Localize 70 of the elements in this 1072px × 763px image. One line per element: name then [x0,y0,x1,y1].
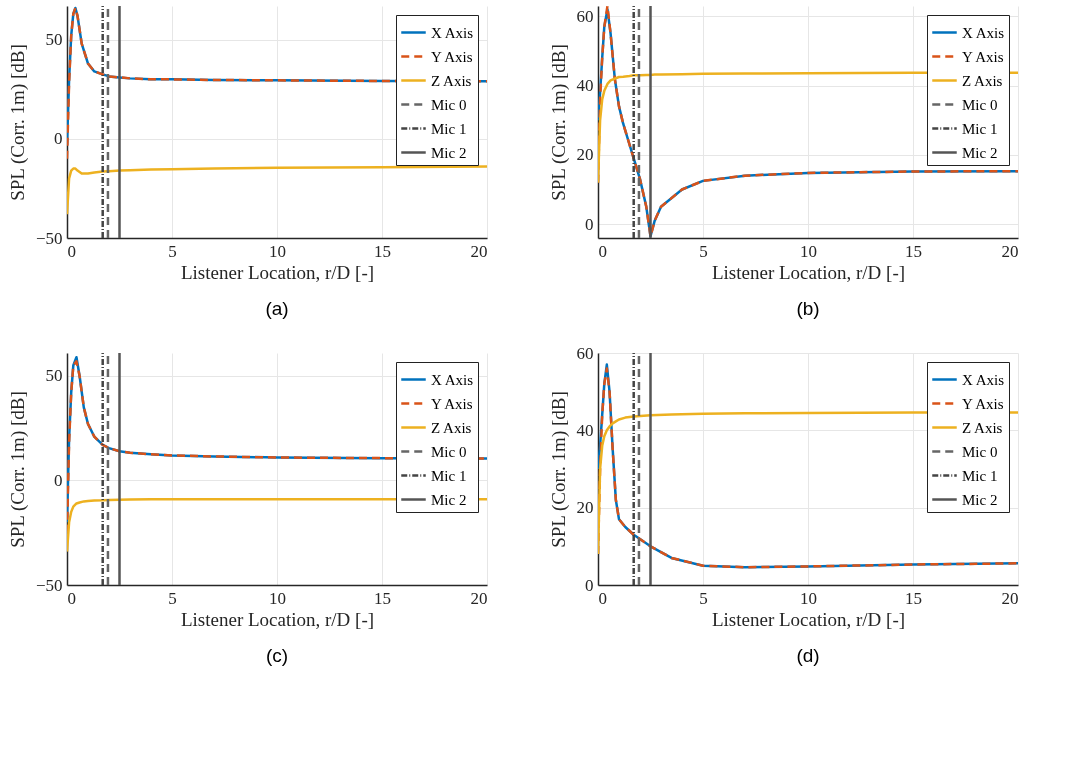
x-tick-label: 10 [800,241,817,261]
x-tick-label: 20 [470,241,488,261]
legend-label: Mic 0 [431,443,467,460]
x-tick-label: 20 [1001,241,1019,261]
legend-label: X Axis [962,371,1005,388]
x-tick-label: 20 [1001,588,1019,608]
x-tick-label: 5 [168,241,177,261]
x-tick-label: 5 [699,241,708,261]
legend-label: Mic 1 [431,467,467,484]
x-axis-title: Listener Location, r/D [-] [711,608,906,630]
y-tick-label: 50 [45,366,63,386]
legend-label: Z Axis [431,419,472,436]
x-tick-label: 10 [800,588,817,608]
x-tick-label: 20 [470,588,488,608]
y-tick-label: 0 [585,214,594,234]
legend-label: Mic 2 [962,144,998,161]
y-axis-title: SPL (Corr. 1m) [dB] [547,391,570,548]
y-axis-title: SPL (Corr. 1m) [dB] [547,44,570,201]
y-tick-label: 40 [576,420,594,440]
text: (b) [796,298,820,319]
legend-label: Mic 0 [962,443,998,460]
x-tick-label: 15 [374,588,391,608]
y-tick-label: 20 [576,145,594,165]
legend-label: Mic 0 [431,96,467,113]
y-tick-label: 40 [576,76,594,96]
legend-label: Mic 1 [431,120,467,137]
legend-label: Mic 2 [431,144,467,161]
y-tick-label: 50 [45,30,63,50]
y-tick-label: 20 [576,498,594,518]
x-tick-label: 10 [269,241,286,261]
y-tick-label: 60 [576,343,594,363]
x-tick-label: 5 [168,588,177,608]
x-tick-label: 0 [67,588,76,608]
legend-label: Mic 1 [962,120,998,137]
y-tick-label: 60 [576,6,594,26]
legend-label: Y Axis [962,395,1004,412]
y-tick-label: 0 [54,129,63,149]
legend-label: X Axis [431,24,474,41]
y-tick-label: −50 [35,575,63,595]
y-axis-title: SPL (Corr. 1m) [dB] [6,391,29,548]
x-tick-label: 15 [905,241,922,261]
legend-label: Mic 0 [962,96,998,113]
x-tick-label: 10 [269,588,286,608]
legend-label: Z Axis [962,72,1003,89]
legend-label: Y Axis [431,48,473,65]
legend-label: Mic 2 [962,491,998,508]
x-tick-label: 15 [905,588,922,608]
x-tick-label: 15 [374,241,391,261]
legend-label: Y Axis [431,395,473,412]
text: (d) [796,645,820,666]
x-tick-label: 0 [598,241,607,261]
y-tick-label: −50 [35,228,63,248]
legend-label: Mic 2 [431,491,467,508]
text: (c) [265,645,289,666]
legend-label: X Axis [431,371,474,388]
legend-label: Mic 1 [962,467,998,484]
x-tick-label: 5 [699,588,708,608]
legend-label: Z Axis [962,419,1003,436]
x-tick-label: 0 [67,241,76,261]
x-axis-title: Listener Location, r/D [-] [711,261,906,283]
legend-label: Y Axis [962,48,1004,65]
x-axis-title: Listener Location, r/D [-] [180,261,375,283]
y-tick-label: 0 [54,471,63,490]
x-tick-label: 0 [598,588,607,608]
legend-label: Z Axis [431,72,472,89]
y-axis-title: SPL (Corr. 1m) [dB] [6,44,29,201]
text: (a) [265,298,289,319]
x-axis-title: Listener Location, r/D [-] [180,608,375,630]
legend-label: X Axis [962,24,1005,41]
y-tick-label: 0 [585,575,594,595]
